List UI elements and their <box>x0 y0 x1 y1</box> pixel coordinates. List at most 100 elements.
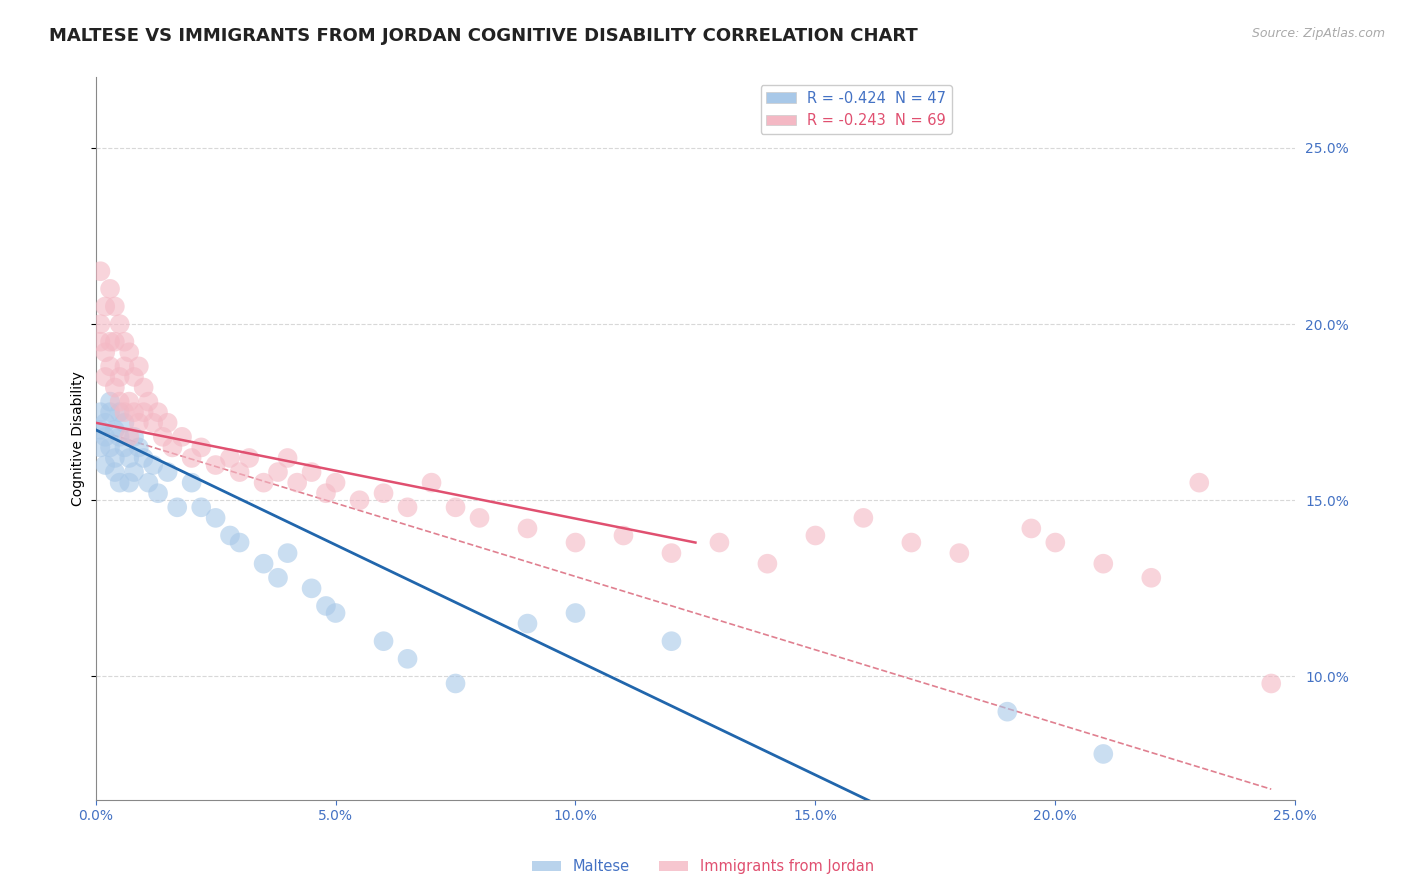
Point <box>162 441 184 455</box>
Point <box>114 334 136 349</box>
Point <box>89 441 111 455</box>
Point <box>114 405 136 419</box>
Point <box>267 571 290 585</box>
Point <box>1188 475 1211 490</box>
Point <box>277 450 299 465</box>
Point <box>252 557 274 571</box>
Point <box>89 317 111 331</box>
Point <box>900 535 922 549</box>
Point <box>267 465 290 479</box>
Point <box>277 546 299 560</box>
Point <box>118 394 141 409</box>
Point <box>156 416 179 430</box>
Point <box>756 557 779 571</box>
Point <box>142 458 165 472</box>
Point <box>285 475 308 490</box>
Point <box>128 416 150 430</box>
Point <box>612 528 634 542</box>
Point <box>122 405 145 419</box>
Text: Source: ZipAtlas.com: Source: ZipAtlas.com <box>1251 27 1385 40</box>
Point <box>190 500 212 515</box>
Point <box>373 486 395 500</box>
Point <box>219 450 242 465</box>
Point <box>132 405 155 419</box>
Point <box>152 430 174 444</box>
Point <box>118 345 141 359</box>
Point <box>315 486 337 500</box>
Point <box>108 405 131 419</box>
Point <box>118 430 141 444</box>
Point <box>114 416 136 430</box>
Point <box>122 370 145 384</box>
Point <box>180 450 202 465</box>
Point <box>190 441 212 455</box>
Point <box>396 652 419 666</box>
Point <box>94 370 117 384</box>
Point <box>1021 521 1043 535</box>
Point <box>420 475 443 490</box>
Point <box>804 528 827 542</box>
Point <box>94 416 117 430</box>
Point <box>1092 747 1115 761</box>
Point <box>94 430 117 444</box>
Point <box>132 380 155 394</box>
Point <box>1045 535 1067 549</box>
Point <box>104 380 127 394</box>
Point <box>122 465 145 479</box>
Legend: R = -0.424  N = 47, R = -0.243  N = 69: R = -0.424 N = 47, R = -0.243 N = 69 <box>761 85 952 134</box>
Point <box>104 450 127 465</box>
Point <box>228 465 250 479</box>
Point <box>98 441 121 455</box>
Point <box>1260 676 1282 690</box>
Point <box>132 450 155 465</box>
Point <box>238 450 260 465</box>
Point <box>94 300 117 314</box>
Point <box>138 394 160 409</box>
Point <box>89 423 111 437</box>
Point <box>122 430 145 444</box>
Point <box>94 345 117 359</box>
Point <box>98 359 121 374</box>
Point <box>661 634 683 648</box>
Point <box>98 405 121 419</box>
Point <box>108 430 131 444</box>
Point <box>108 370 131 384</box>
Legend: Maltese, Immigrants from Jordan: Maltese, Immigrants from Jordan <box>526 854 880 880</box>
Point <box>89 334 111 349</box>
Point <box>108 317 131 331</box>
Point <box>852 511 875 525</box>
Point <box>170 430 193 444</box>
Point <box>564 535 586 549</box>
Point <box>468 511 491 525</box>
Point <box>301 465 323 479</box>
Point <box>1092 557 1115 571</box>
Point <box>219 528 242 542</box>
Point <box>315 599 337 613</box>
Point <box>142 416 165 430</box>
Point <box>98 334 121 349</box>
Point <box>104 423 127 437</box>
Point <box>948 546 970 560</box>
Point <box>516 521 538 535</box>
Point <box>138 475 160 490</box>
Point <box>104 465 127 479</box>
Point <box>89 405 111 419</box>
Point <box>98 394 121 409</box>
Point <box>146 405 169 419</box>
Point <box>444 500 467 515</box>
Point <box>516 616 538 631</box>
Point <box>104 300 127 314</box>
Text: MALTESE VS IMMIGRANTS FROM JORDAN COGNITIVE DISABILITY CORRELATION CHART: MALTESE VS IMMIGRANTS FROM JORDAN COGNIT… <box>49 27 918 45</box>
Point <box>301 582 323 596</box>
Point <box>228 535 250 549</box>
Point <box>444 676 467 690</box>
Point <box>325 475 347 490</box>
Point <box>166 500 188 515</box>
Point <box>204 511 226 525</box>
Point <box>104 334 127 349</box>
Point <box>98 282 121 296</box>
Point <box>118 475 141 490</box>
Point <box>373 634 395 648</box>
Point <box>709 535 731 549</box>
Point <box>204 458 226 472</box>
